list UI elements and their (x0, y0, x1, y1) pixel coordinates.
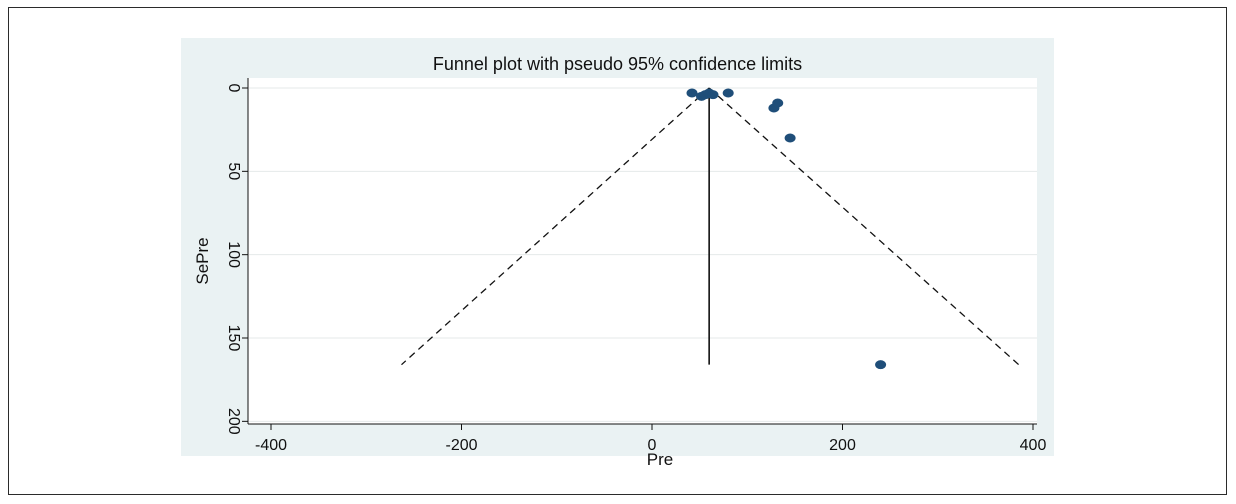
data-point (707, 90, 719, 100)
figure-frame (8, 7, 1227, 495)
x-tick-label: 0 (648, 437, 657, 454)
chart-title: Funnel plot with pseudo 95% confidence l… (432, 54, 803, 74)
x-tick-label: -200 (445, 437, 477, 454)
data-point (875, 360, 887, 370)
x-tick-label: -400 (255, 437, 287, 454)
data-point (686, 88, 698, 98)
y-tick-label: 100 (225, 241, 242, 268)
data-point (784, 133, 796, 143)
data-point (772, 98, 784, 108)
x-tick-label: 400 (1020, 437, 1047, 454)
y-tick-label: 150 (225, 325, 242, 352)
y-tick-label: 200 (225, 408, 242, 435)
data-point (722, 88, 734, 98)
x-tick-label: 200 (829, 437, 856, 454)
plot-area (248, 78, 1037, 424)
confidence-limit-left (401, 87, 710, 366)
x-axis-title: Pre (646, 450, 674, 469)
y-tick-label: 0 (225, 84, 242, 93)
confidence-limit-right (708, 87, 1020, 366)
y-tick-label: 50 (225, 162, 242, 180)
